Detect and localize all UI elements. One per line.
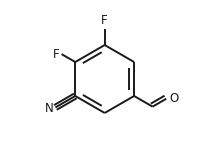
Text: F: F xyxy=(53,48,60,61)
Text: O: O xyxy=(170,92,179,105)
Text: F: F xyxy=(101,14,108,27)
Text: N: N xyxy=(45,102,54,115)
